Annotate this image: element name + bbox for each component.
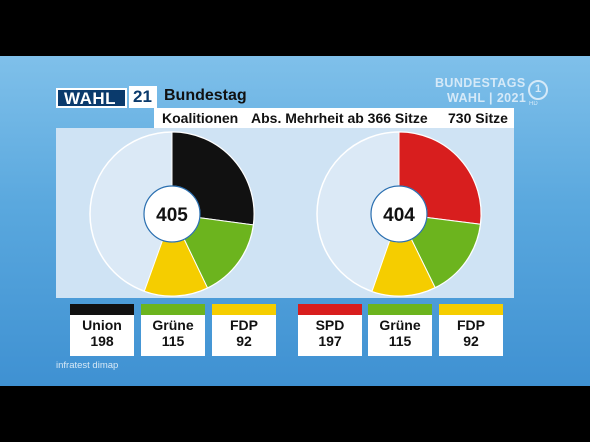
channel-logo: BUNDESTAGS WAHL | 2021 [435, 76, 545, 106]
channel-logo-line2: WAHL | 2021 [447, 91, 527, 105]
page-title: Bundestag [164, 87, 247, 104]
channel-logo-line1: BUNDESTAGS [435, 76, 526, 90]
legend-seat-count: 197 [318, 333, 342, 349]
center-circle [370, 185, 428, 243]
majority-label: Abs. Mehrheit ab 366 Sitze [251, 110, 428, 126]
legend-seat-count: 198 [90, 333, 114, 349]
legend-item-grüne: Grüne 115 [368, 304, 432, 356]
legend-party-name: Grüne [152, 317, 194, 333]
center-circle [143, 185, 201, 243]
legend-swatch [298, 304, 362, 315]
coalition-chart-2: 404 [316, 131, 482, 297]
wahl-tag-label: WAHL [64, 89, 117, 108]
legend-swatch [439, 304, 503, 315]
legend-item-union: Union 198 [70, 304, 134, 356]
broadcast-screen: BUNDESTAGS WAHL | 2021 1 HD WAHL 21 Bund… [0, 56, 590, 386]
legend-swatch [368, 304, 432, 315]
coalition-total-label: 404 [383, 205, 415, 226]
legend-swatch [212, 304, 276, 315]
legend-seat-count: 115 [388, 333, 412, 349]
year-tag: 21 [129, 86, 157, 108]
legend-seat-count: 92 [463, 333, 479, 349]
chart-panel: 405 404 [56, 128, 514, 298]
source-credit: infratest dimap [56, 360, 119, 371]
legend-party-name: FDP [457, 317, 485, 333]
hd-label: HD [529, 101, 538, 107]
ard-badge-icon: 1 [528, 80, 548, 100]
subtitle-label: Koalitionen [162, 110, 239, 126]
legend-party-name: FDP [230, 317, 258, 333]
legend-swatch [70, 304, 134, 315]
legend-item-grüne: Grüne 115 [141, 304, 205, 356]
coalition-total-label: 405 [156, 205, 188, 226]
subtitle-bar: Koalitionen Abs. Mehrheit ab 366 Sitze 7… [154, 108, 514, 128]
legend-seat-count: 92 [236, 333, 252, 349]
legend-seat-count: 115 [161, 333, 185, 349]
coalition-chart-1: 405 [89, 131, 255, 297]
legend-item-spd: SPD 197 [298, 304, 362, 356]
legend-party-name: Union [82, 317, 122, 333]
wahl-tag: WAHL [56, 88, 127, 108]
legend: Union 198 Grüne 115 FDP 92 SPD 197 Grüne 115 FDP 92 [56, 304, 514, 356]
legend-swatch [141, 304, 205, 315]
legend-party-name: SPD [315, 317, 345, 333]
total-seats-label: 730 Sitze [448, 110, 508, 126]
coalition-charts: 405 404 [89, 131, 482, 297]
legend-party-name: Grüne [379, 317, 421, 333]
ard-badge-number: 1 [535, 83, 542, 95]
legend-item-fdp: FDP 92 [212, 304, 276, 356]
legend-item-fdp: FDP 92 [439, 304, 503, 356]
year-tag-label: 21 [133, 87, 152, 106]
